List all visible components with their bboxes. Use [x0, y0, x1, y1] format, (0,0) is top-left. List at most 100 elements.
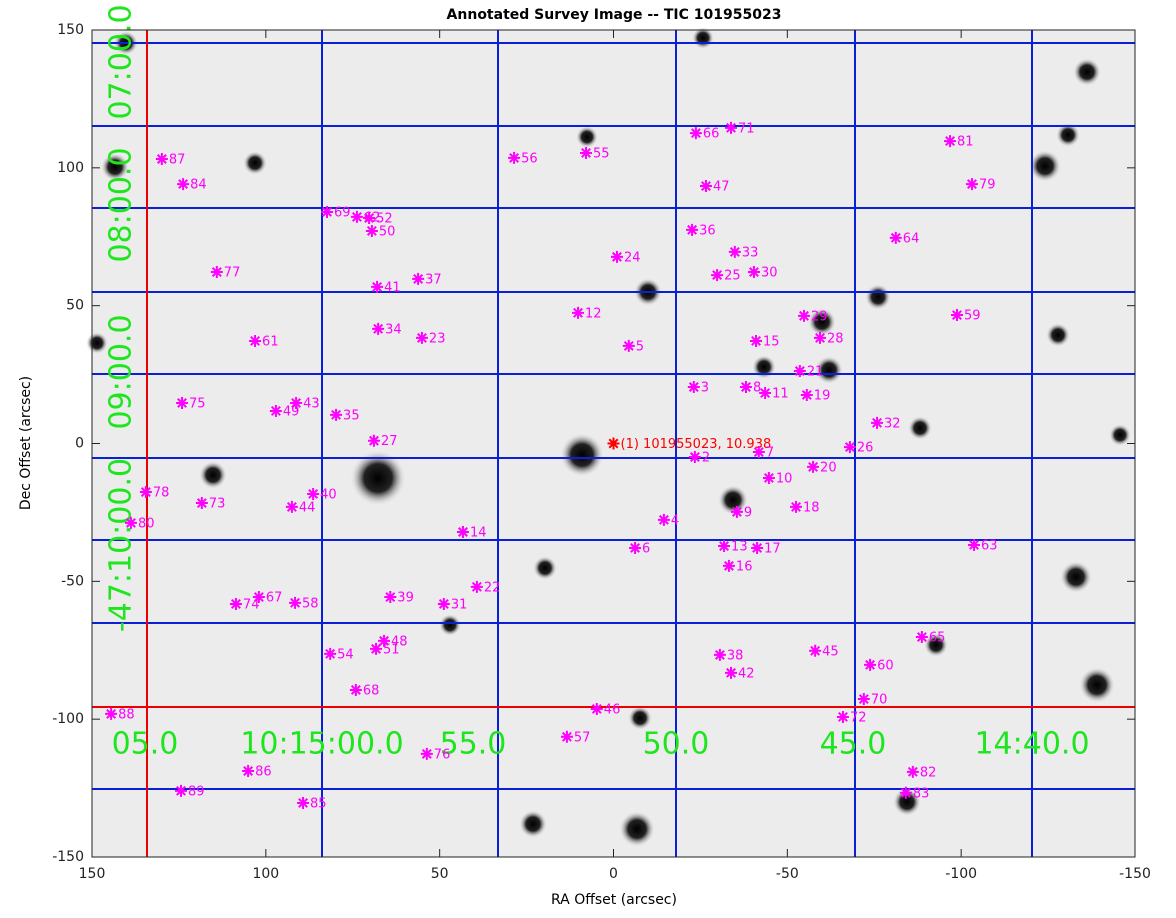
star-marker — [968, 538, 981, 551]
star-label: 81 — [957, 135, 974, 150]
star-label: 61 — [262, 334, 279, 349]
star-label: 85 — [310, 796, 327, 811]
star-label: 21 — [807, 364, 824, 379]
ra-label: 55.0 — [440, 727, 507, 762]
star-marker — [944, 135, 957, 148]
star-marker — [372, 322, 385, 335]
star-marker — [607, 437, 620, 450]
star-marker — [725, 121, 738, 134]
star-marker — [350, 210, 363, 223]
star-label: 30 — [761, 266, 778, 281]
ra-grid-labels: 05.0 10:15:00.0 55.0 50.0 45.0 14:40.0 — [112, 727, 1090, 762]
star-marker — [809, 644, 822, 657]
star-label: 59 — [964, 309, 981, 324]
star-label: 73 — [209, 497, 226, 512]
star-label: 10 — [776, 471, 793, 486]
star-label: 80 — [138, 516, 155, 531]
star-marker — [470, 580, 483, 593]
star-marker — [728, 245, 741, 258]
star-label: 57 — [574, 730, 591, 745]
star-label: 39 — [397, 591, 414, 606]
star-marker — [242, 764, 255, 777]
star-marker — [798, 309, 811, 322]
x-tick-label: -100 — [945, 866, 977, 882]
star-marker — [793, 365, 806, 377]
star-label: 74 — [243, 597, 260, 612]
star-marker — [699, 180, 712, 193]
star-marker — [285, 500, 298, 513]
star-marker — [456, 525, 469, 538]
dec-label: 09:00.0 — [104, 314, 139, 429]
star-marker — [269, 404, 282, 417]
star-marker — [289, 596, 302, 609]
star-marker — [730, 505, 743, 518]
star-marker — [297, 796, 310, 809]
star-label: 62 — [364, 210, 381, 225]
star-label: 35 — [343, 408, 360, 423]
star-label: 22 — [484, 580, 501, 595]
y-tick-label: 100 — [57, 160, 84, 176]
star-marker — [572, 306, 585, 319]
star-label: 87 — [169, 153, 186, 168]
star-marker — [864, 658, 877, 671]
star-marker — [330, 408, 343, 421]
star-label: 75 — [189, 396, 206, 411]
star-marker — [713, 648, 726, 661]
x-tick-label: -50 — [776, 866, 799, 882]
star-marker — [718, 540, 731, 553]
star-label: 6 — [642, 541, 650, 556]
star-marker — [857, 693, 870, 706]
star-label: 88 — [118, 707, 135, 722]
star-label: 46 — [604, 702, 621, 717]
x-tick-label: -150 — [1119, 866, 1151, 882]
star-label: 89 — [188, 784, 205, 799]
star-label: 79 — [979, 178, 996, 193]
star-label: 26 — [857, 441, 874, 456]
star-label: 48 — [391, 634, 408, 649]
ra-label: 05.0 — [112, 727, 179, 762]
star-marker — [155, 153, 168, 166]
star-label: 34 — [385, 322, 402, 337]
ra-label: 50.0 — [643, 727, 710, 762]
x-tick-label: 50 — [431, 866, 449, 882]
star-marker — [689, 127, 702, 140]
star-marker — [437, 597, 450, 610]
star-label: 7 — [766, 446, 774, 461]
y-tick-label: -50 — [61, 573, 84, 589]
star-marker — [177, 178, 190, 191]
star-marker — [176, 396, 189, 409]
star-marker — [195, 497, 208, 510]
star-label: 4 — [671, 513, 679, 528]
star-label: 51 — [383, 642, 400, 657]
star-label: 69 — [334, 205, 351, 220]
star-marker — [367, 434, 380, 447]
star-marker — [508, 151, 521, 164]
star-label: 84 — [190, 178, 207, 193]
star-marker — [370, 642, 383, 655]
star-label: 19 — [814, 388, 831, 403]
x-tick-label: 100 — [252, 866, 279, 882]
star-label: 11 — [772, 387, 789, 402]
star-label: 67 — [266, 591, 283, 606]
y-tick-label: 50 — [66, 298, 84, 314]
star-label: 12 — [585, 306, 602, 321]
star-label: 76 — [434, 747, 451, 762]
star-label: 14 — [470, 525, 487, 540]
star-marker — [711, 269, 724, 282]
star-label: 72 — [850, 710, 867, 725]
star-label: 50 — [379, 224, 396, 239]
star-marker — [747, 266, 760, 279]
star-marker — [420, 747, 433, 760]
star-marker — [790, 500, 803, 513]
star-label: 32 — [884, 416, 901, 431]
star-label: 60 — [877, 658, 894, 673]
star-label: 41 — [384, 280, 401, 295]
star-label: 78 — [153, 486, 170, 501]
star-label: 71 — [738, 121, 755, 136]
star-label: 66 — [703, 127, 720, 142]
star-marker — [807, 460, 820, 473]
star-marker — [725, 666, 738, 679]
x-tick-label: 0 — [609, 866, 618, 882]
star-label: 36 — [699, 223, 716, 238]
star-marker — [759, 387, 772, 400]
